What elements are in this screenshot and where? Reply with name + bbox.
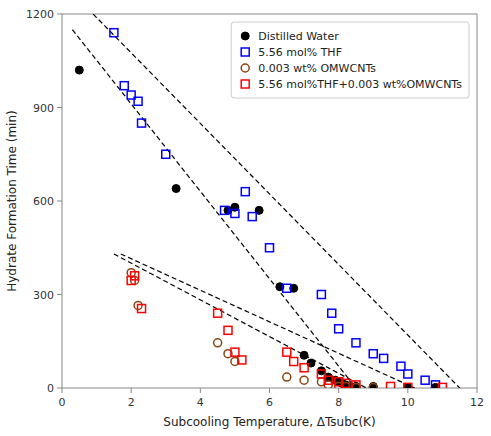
y-axis-label: Hydrate Formation Time (min): [5, 110, 19, 292]
legend-label: 0.003 wt% OMWCNTs: [258, 62, 376, 75]
point: [404, 383, 412, 388]
point: [380, 354, 388, 362]
point: [248, 213, 256, 221]
y-tick-label: 300: [33, 289, 54, 302]
point: [404, 383, 412, 388]
legend-box: [231, 22, 469, 98]
point: [283, 348, 291, 356]
y-tick: [57, 294, 62, 295]
x-tick: [477, 388, 478, 393]
point: [138, 119, 146, 127]
point: [266, 244, 274, 252]
x-tick-label: 0: [59, 396, 66, 409]
point: [300, 351, 308, 359]
x-tick: [131, 388, 132, 393]
point: [138, 305, 146, 313]
point: [352, 381, 360, 388]
point: [438, 383, 446, 388]
point: [352, 383, 360, 388]
point: [300, 364, 308, 372]
point: [397, 362, 405, 370]
legend-label: 5.56 mol%THF+0.003 wt%OMWCNTs: [258, 78, 462, 91]
point: [120, 82, 128, 90]
legend-marker: [241, 48, 249, 56]
y-tick: [57, 388, 62, 389]
legend-marker: [241, 32, 249, 40]
point: [387, 382, 395, 388]
series: [127, 272, 446, 388]
point: [404, 370, 412, 378]
point: [214, 339, 222, 347]
x-tick: [338, 388, 339, 393]
point: [231, 209, 239, 217]
point: [75, 66, 83, 74]
point: [317, 291, 325, 299]
series: [75, 66, 439, 388]
point: [241, 188, 249, 196]
x-tick-label: 10: [401, 396, 415, 409]
y-tick-label: 0: [47, 382, 54, 395]
plot-frame: [62, 14, 477, 388]
y-tick-label: 900: [33, 102, 54, 115]
x-tick: [200, 388, 201, 393]
point: [369, 383, 377, 388]
point: [352, 339, 360, 347]
series: [127, 269, 377, 388]
point: [369, 382, 377, 388]
y-tick-label: 1200: [26, 8, 54, 21]
legend-label: 5.56 mol% THF: [258, 46, 342, 59]
legend-marker: [241, 64, 249, 72]
point: [238, 356, 246, 364]
trend-line: [121, 254, 415, 388]
point: [162, 150, 170, 158]
legend-marker: [241, 80, 249, 88]
point: [110, 29, 118, 37]
point: [214, 309, 222, 317]
x-tick-label: 4: [197, 396, 204, 409]
y-tick: [57, 14, 62, 15]
point: [134, 97, 142, 105]
point: [328, 309, 336, 317]
x-tick-label: 8: [335, 396, 342, 409]
point: [342, 379, 350, 387]
point: [335, 325, 343, 333]
point: [224, 326, 232, 334]
point: [317, 367, 325, 375]
x-tick-label: 6: [266, 396, 273, 409]
point: [300, 376, 308, 384]
x-tick: [269, 388, 270, 393]
y-tick: [57, 201, 62, 202]
x-axis-label: Subcooling Temperature, ΔTsubc(K): [163, 415, 375, 429]
point: [352, 382, 360, 388]
point: [283, 373, 291, 381]
point: [369, 350, 377, 358]
point: [324, 376, 332, 384]
point: [421, 376, 429, 384]
point: [172, 185, 180, 193]
legend-label: Distilled Water: [258, 30, 339, 43]
y-tick-label: 600: [33, 195, 54, 208]
point: [231, 348, 239, 356]
point: [131, 272, 139, 280]
point: [283, 284, 291, 292]
x-tick: [62, 388, 63, 393]
x-tick-label: 12: [470, 396, 484, 409]
x-tick: [407, 388, 408, 393]
chart: 0 2 4 6 8 10 12 0 300 600 900 1200 Subcooling Temper…: [0, 0, 491, 436]
trend-line: [114, 254, 366, 388]
x-tick-label: 2: [128, 396, 135, 409]
y-tick: [57, 107, 62, 108]
legend: Distilled Water 5.56 mol% THF 0.003 wt% OM…: [231, 22, 469, 98]
point: [290, 358, 298, 366]
point: [221, 206, 229, 214]
